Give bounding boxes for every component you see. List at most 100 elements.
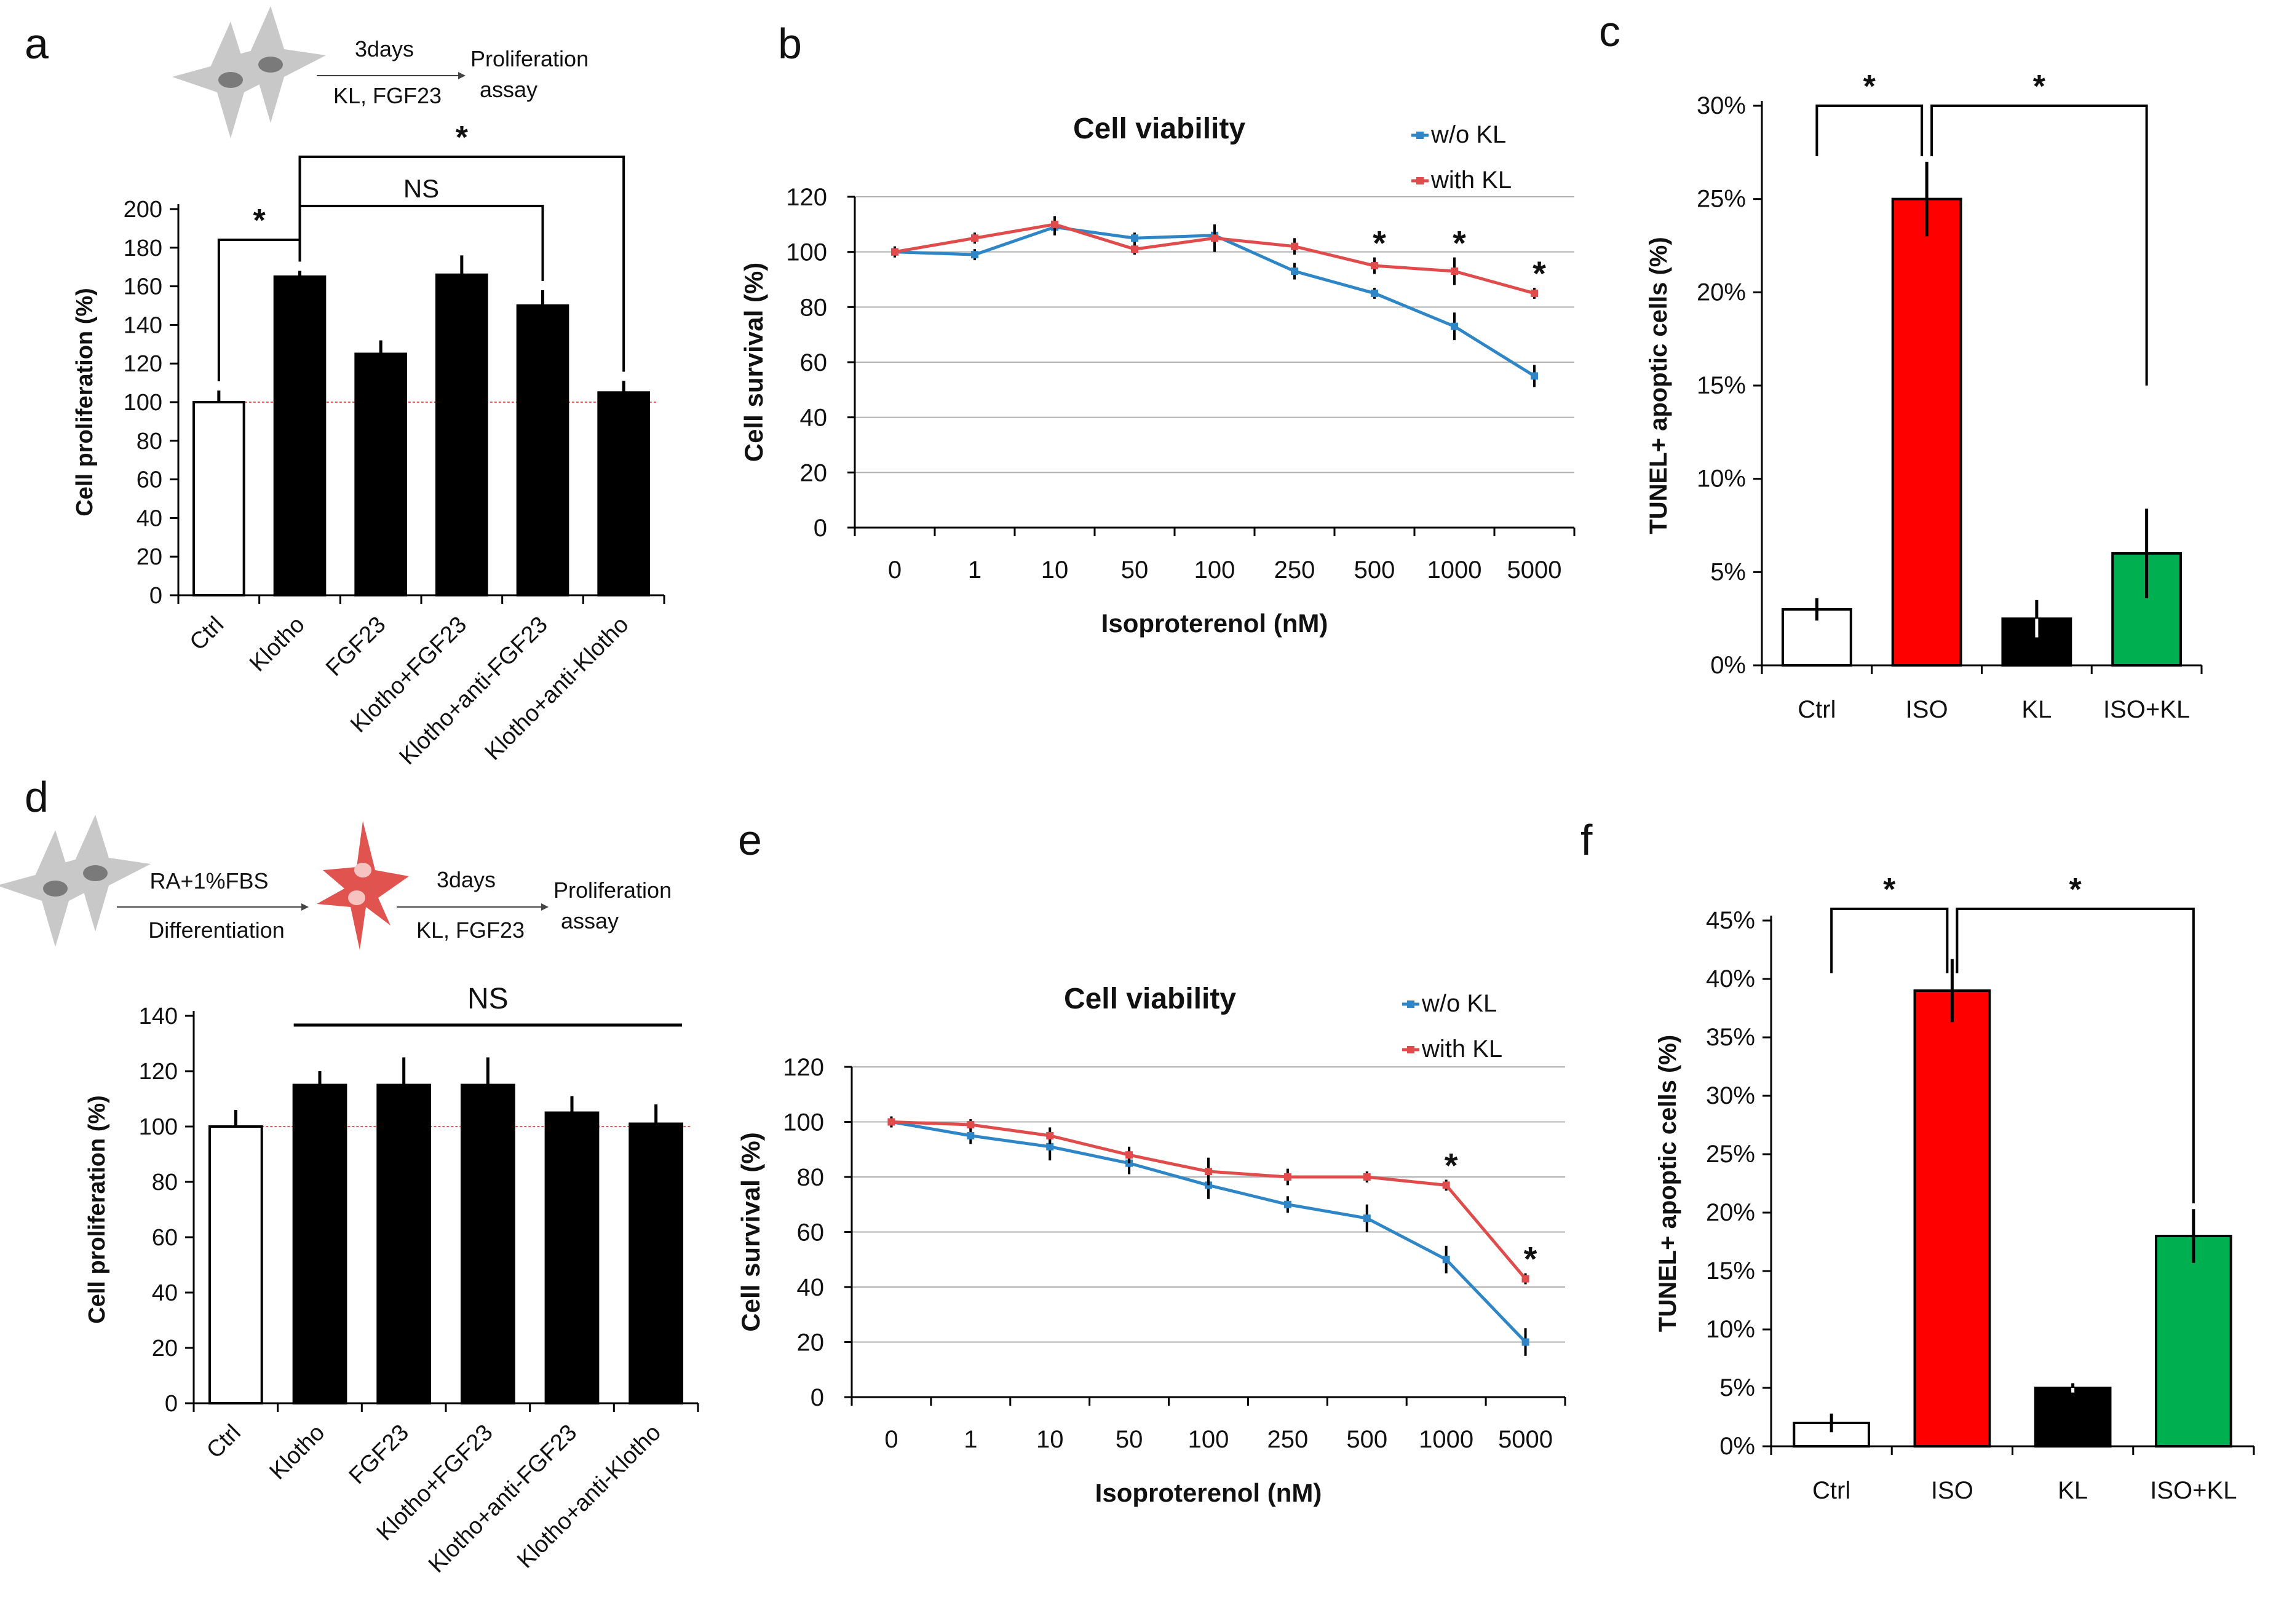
x-tick-label-b-2: 10	[1041, 557, 1069, 584]
category-label-d-4: Klotho+anti-FGF23	[424, 1420, 582, 1578]
y-tick-label-a: 200	[124, 197, 162, 223]
x-tick-label-e-2: 10	[1036, 1426, 1064, 1453]
y-tick-label-a: 80	[137, 429, 162, 454]
schematic-arrowhead-d-1	[301, 903, 309, 911]
sig-star-b-6: *	[1373, 224, 1386, 263]
x-tick-label-b-0: 0	[888, 557, 902, 584]
panel-letter-b: b	[778, 20, 802, 68]
y-axis-label-b: Cell survival (%)	[739, 263, 768, 462]
y-tick-label-d: 60	[152, 1225, 178, 1251]
category-label-c-0: Ctrl	[1798, 696, 1836, 723]
x-tick-label-b-6: 500	[1354, 557, 1395, 584]
panel-d: RA+1%FBS Differentiation 3days KL, FGF23 Pro…	[0, 773, 699, 1578]
bar-d-0	[208, 1125, 263, 1404]
data-point-b-0-8	[1531, 372, 1538, 380]
y-tick-label-c: 5%	[1710, 558, 1746, 585]
schematic-d: RA+1%FBS Differentiation 3days KL, FGF23 Pro…	[0, 815, 672, 950]
bar-a-5	[597, 391, 650, 596]
y-tick-label-f: 25%	[1706, 1141, 1755, 1168]
data-point-e-0-1	[967, 1131, 975, 1139]
data-point-e-0-7	[1442, 1256, 1450, 1264]
schematic-step1-d: Differentiation	[148, 917, 284, 943]
category-label-f-2: KL	[2058, 1477, 2088, 1504]
y-tick-label-c: 30%	[1697, 92, 1746, 119]
data-point-b-1-6	[1371, 262, 1378, 270]
x-tick-label-e-4: 100	[1188, 1426, 1229, 1453]
category-label-a-0: Ctrl	[185, 612, 229, 656]
y-tick-label-a: 120	[124, 351, 162, 377]
x-tick-label-e-3: 50	[1116, 1426, 1143, 1453]
y-tick-label-b: 100	[786, 239, 827, 266]
panel-e: e 0 20 40 60 80 100 120 0 1 10 50 100 250 500 1000 5000 I…	[736, 816, 1566, 1507]
panel-f: f 0% 5% 10% 15% 20% 25% 30% 35% 40% 45% TUNEL+ apop…	[1580, 816, 2255, 1504]
y-tick-label-b: 60	[800, 349, 828, 376]
y-axis-label-e: Cell survival (%)	[736, 1132, 765, 1331]
y-tick-label-e: 120	[783, 1054, 824, 1081]
schematic-result-d-line2: assay	[561, 908, 619, 933]
cells-d-2	[317, 821, 409, 950]
bar-f-1	[1913, 989, 1991, 1448]
y-tick-label-b: 20	[800, 459, 828, 486]
y-tick-label-d: 100	[139, 1114, 178, 1140]
bar-a-0	[192, 401, 245, 596]
sig-bracket-f-1	[1830, 908, 1949, 973]
x-tick-label-b-1: 1	[968, 557, 981, 584]
data-point-e-1-2	[1046, 1131, 1054, 1139]
category-label-d-0: Ctrl	[202, 1420, 245, 1464]
y-tick-label-e: 80	[797, 1164, 825, 1191]
sig-star-e-8: *	[1524, 1240, 1537, 1278]
sig-star-b-7: *	[1453, 224, 1466, 263]
data-point-e-1-3	[1125, 1151, 1133, 1159]
sig-bracket-c-2-label: *	[2033, 69, 2046, 105]
data-point-b-1-8	[1531, 289, 1538, 297]
y-axis-label-a: Cell proliferation (%)	[72, 288, 98, 517]
panel-c: c 0% 5% 10% 15% 20% 25% 30% TUNEL+ apoptic cells…	[1599, 7, 2203, 723]
sig-star-b-8: *	[1533, 254, 1546, 293]
x-tick-label-b-8: 5000	[1507, 557, 1562, 584]
sig-bracket-a-2	[298, 205, 544, 281]
schematic-arrowhead-d-2	[541, 903, 549, 911]
legend-label-b-0: w/o KL	[1430, 121, 1506, 148]
y-tick-label-b: 80	[800, 294, 828, 321]
y-tick-label-e: 100	[783, 1109, 824, 1136]
y-axis-label-c: TUNEL+ apoptic cells (%)	[1645, 237, 1672, 534]
category-label-d-2: FGF23	[344, 1420, 414, 1489]
y-tick-label-c: 15%	[1697, 372, 1746, 399]
x-tick-label-e-0: 0	[884, 1426, 898, 1453]
x-tick-label-b-7: 1000	[1427, 557, 1482, 584]
schematic-treatment-d: KL, FGF23	[416, 917, 525, 943]
y-tick-label-c: 25%	[1697, 186, 1746, 213]
data-point-e-0-6	[1363, 1214, 1371, 1222]
y-tick-label-a: 100	[124, 390, 162, 416]
sig-bracket-a-1-label: *	[253, 203, 266, 239]
x-tick-label-e-5: 250	[1267, 1426, 1309, 1453]
schematic-days-a: 3days	[355, 36, 414, 61]
category-label-a-4: Klotho+anti-FGF23	[394, 612, 552, 770]
category-label-a-2: FGF23	[321, 612, 391, 681]
x-tick-label-e-6: 500	[1346, 1426, 1387, 1453]
bar-d-1	[292, 1083, 347, 1404]
y-tick-label-d: 80	[152, 1170, 178, 1195]
x-tick-label-e-1: 1	[964, 1426, 977, 1453]
schematic-a: 3days KL, FGF23 Proliferation assay	[172, 6, 589, 138]
category-label-c-2: KL	[2021, 696, 2052, 723]
data-point-b-0-7	[1451, 322, 1458, 330]
sig-bracket-f-1-label: *	[1883, 872, 1896, 908]
y-tick-label-b: 40	[800, 405, 828, 432]
bar-d-4	[544, 1111, 600, 1404]
y-tick-label-a: 20	[137, 544, 162, 570]
data-point-b-1-0	[891, 248, 898, 256]
y-tick-label-e: 0	[811, 1384, 824, 1411]
y-tick-label-d: 120	[139, 1059, 178, 1085]
bar-d-5	[628, 1122, 684, 1404]
schematic-result-a-line1: Proliferation	[470, 46, 589, 71]
cells-d-1	[0, 815, 151, 947]
y-tick-label-c: 0%	[1710, 652, 1746, 679]
y-axis-label-d: Cell proliferation (%)	[84, 1095, 110, 1324]
y-tick-label-e: 40	[797, 1274, 825, 1301]
y-tick-label-a: 0	[149, 583, 162, 609]
data-point-e-0-8	[1521, 1338, 1529, 1346]
legend-marker-e-1	[1407, 1046, 1414, 1053]
legend-marker-b-1	[1416, 177, 1424, 184]
